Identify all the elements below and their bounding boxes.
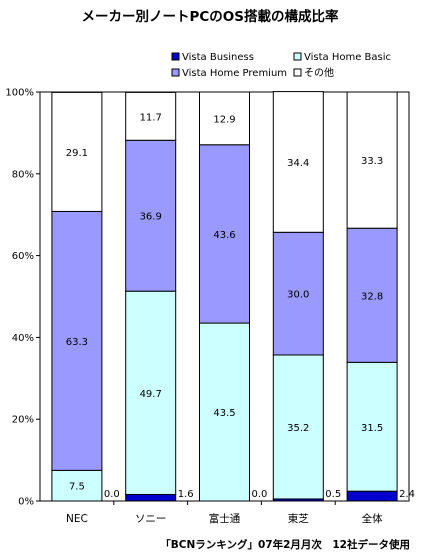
x-category-label: 富士通 — [209, 512, 241, 525]
legend-label: その他 — [304, 66, 334, 79]
chart-title: メーカー別ノートPCのOS搭載の構成比率 — [81, 8, 339, 25]
x-category-label: NEC — [66, 513, 88, 525]
data-label: 31.5 — [361, 423, 383, 434]
data-label: 43.6 — [213, 230, 235, 241]
data-label: 43.5 — [213, 408, 235, 419]
bar-segment — [125, 91, 177, 141]
legend-label: Vista Home Premium — [182, 68, 287, 79]
legend-swatch — [293, 52, 302, 61]
legend: Vista Business Vista Home Basic Vista Home… — [171, 52, 391, 79]
data-label: 2.4 — [399, 489, 415, 500]
y-tick-label: 80% — [12, 169, 34, 180]
bar-segment — [272, 354, 324, 500]
data-label: 34.4 — [287, 158, 309, 169]
bar-segment — [51, 469, 103, 502]
data-label: 30.0 — [287, 290, 309, 301]
data-label: 32.8 — [361, 291, 383, 302]
y-tick-label: 20% — [12, 415, 34, 426]
bar-segment — [125, 290, 177, 495]
data-label: 49.7 — [140, 389, 162, 400]
data-label: 63.3 — [66, 337, 88, 348]
y-tick-label: 100% — [5, 88, 34, 99]
x-category-label: ソニー — [135, 513, 167, 525]
bar-segment — [272, 91, 324, 233]
data-label: 1.6 — [178, 489, 194, 500]
x-category-label: 全体 — [362, 512, 383, 525]
data-label: 0.0 — [104, 489, 120, 500]
source-note: 「BCNランキング」07年2月月次 12社データ使用 — [160, 538, 410, 551]
legend-label: Vista Home Basic — [304, 52, 391, 63]
y-tick-label: 40% — [12, 333, 34, 344]
data-label: 0.5 — [325, 489, 341, 500]
data-label: 12.9 — [213, 114, 235, 125]
bar-segment — [199, 322, 250, 502]
bar-segment — [346, 91, 398, 229]
bar-segment — [199, 91, 250, 146]
legend-swatch — [293, 68, 302, 77]
value-labels: 0.0 7.5 63.3 29.1 1.6 49.7 36.9 11.7 0.0 43.5 43.6… — [66, 112, 415, 500]
bar-segment — [346, 361, 398, 492]
data-label: 7.5 — [69, 482, 85, 493]
data-label: 35.2 — [287, 423, 309, 434]
bar-segment — [272, 231, 324, 356]
bar-segment — [51, 210, 103, 471]
bars — [51, 91, 398, 502]
legend-swatch — [171, 52, 180, 61]
data-label: 29.1 — [66, 148, 88, 159]
data-label: 11.7 — [140, 112, 162, 123]
data-label: 36.9 — [140, 212, 162, 223]
legend-label: Vista Business — [182, 52, 254, 63]
bar-segment — [346, 490, 398, 502]
bar-segment — [125, 493, 177, 502]
legend-swatch — [171, 68, 180, 77]
x-category-label: 東芝 — [288, 512, 309, 525]
bar-segment — [125, 139, 177, 292]
data-label: 33.3 — [361, 156, 383, 167]
y-tick-label: 60% — [12, 251, 34, 262]
data-label: 0.0 — [252, 489, 268, 500]
y-tick-label: 0% — [18, 497, 34, 508]
bar-segment — [51, 91, 103, 212]
bar-segment — [199, 144, 250, 324]
